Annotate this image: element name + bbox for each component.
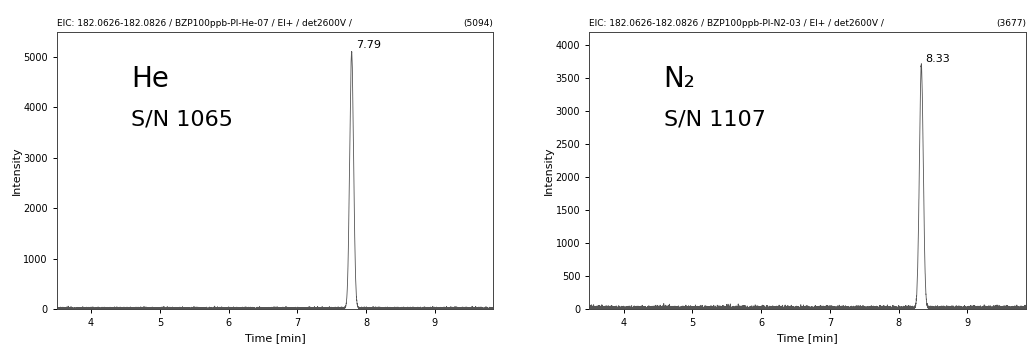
Text: 7.79: 7.79 <box>356 40 380 50</box>
Text: EIC: 182.0626-182.0826 / BZP100ppb-PI-N2-03 / EI+ / det2600V /: EIC: 182.0626-182.0826 / BZP100ppb-PI-N2… <box>590 19 885 28</box>
Text: S/N 1065: S/N 1065 <box>131 109 233 130</box>
Text: (3677): (3677) <box>996 19 1026 28</box>
Text: S/N 1107: S/N 1107 <box>664 109 765 130</box>
Y-axis label: Intensity: Intensity <box>11 146 22 195</box>
Text: EIC: 182.0626-182.0826 / BZP100ppb-PI-He-07 / EI+ / det2600V /: EIC: 182.0626-182.0826 / BZP100ppb-PI-He… <box>57 19 352 28</box>
X-axis label: Time [min]: Time [min] <box>777 333 838 343</box>
Y-axis label: Intensity: Intensity <box>544 146 554 195</box>
Text: He: He <box>131 65 169 93</box>
Text: N₂: N₂ <box>664 65 695 93</box>
Text: (5094): (5094) <box>463 19 493 28</box>
X-axis label: Time [min]: Time [min] <box>244 333 305 343</box>
Text: 8.33: 8.33 <box>926 54 951 64</box>
